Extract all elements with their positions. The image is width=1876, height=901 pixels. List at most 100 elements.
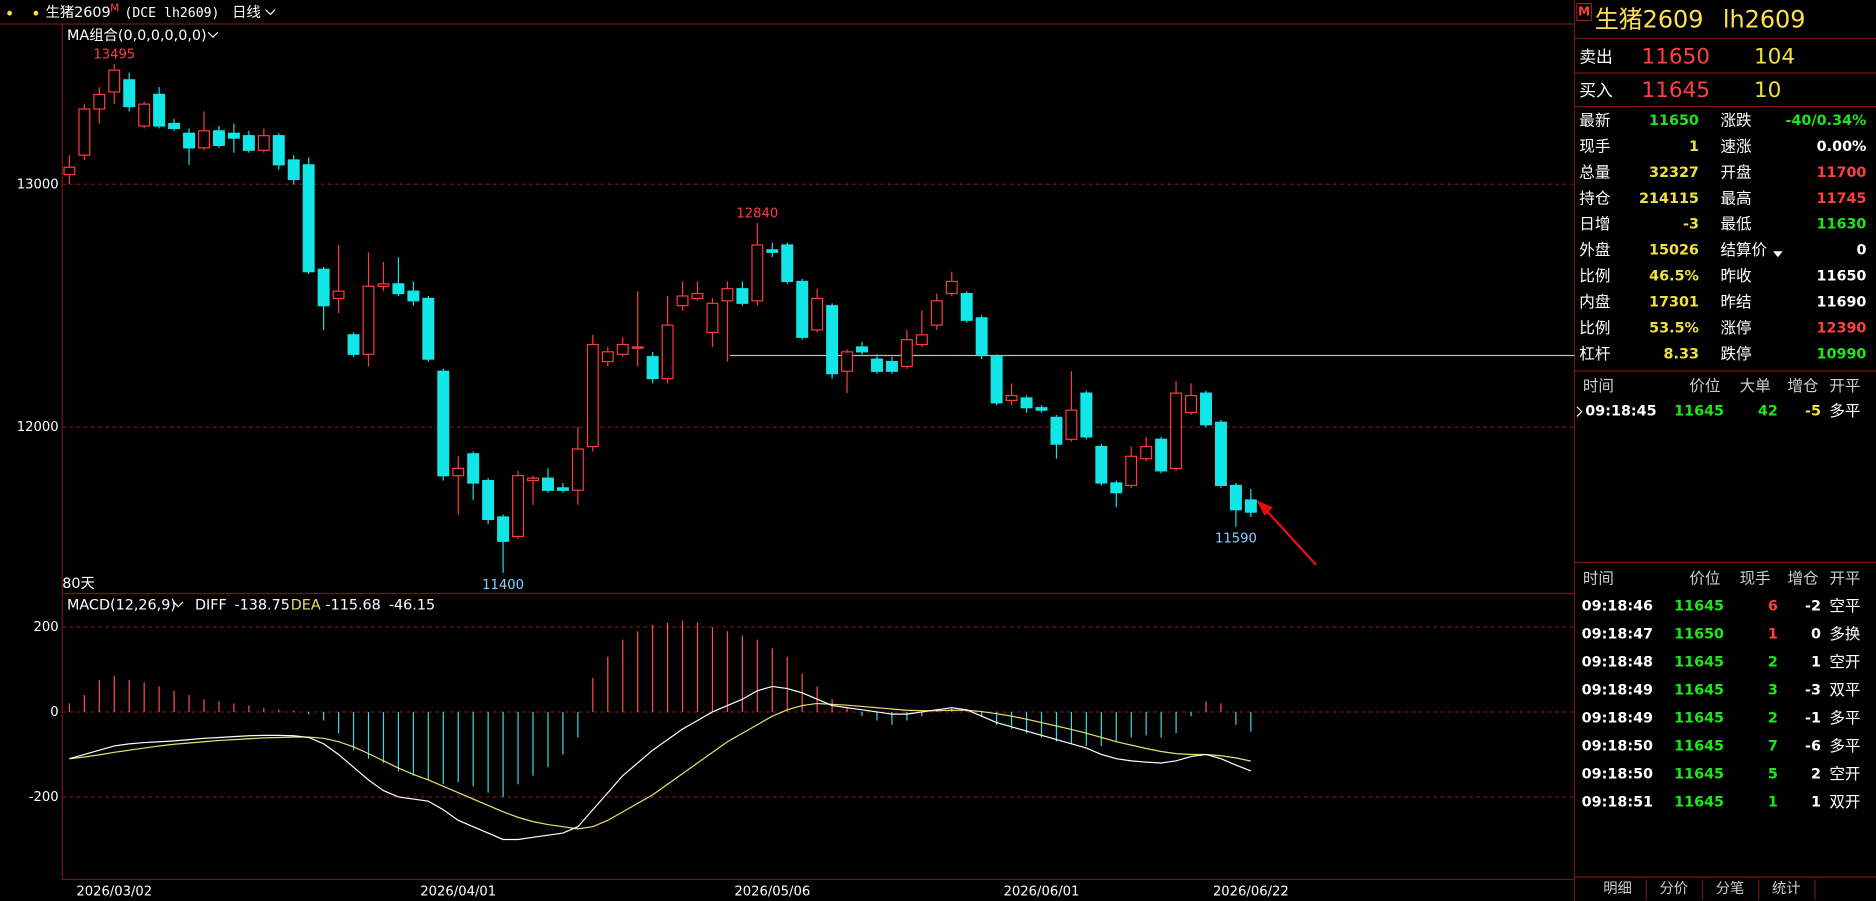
dropdown-icon[interactable] xyxy=(173,601,184,608)
table-cell: 11645 xyxy=(1674,404,1724,420)
column-header: 大单 xyxy=(1740,377,1771,395)
ask-label: 卖出 xyxy=(1579,46,1613,66)
x-tick-label: 2026/06/22 xyxy=(1213,884,1289,899)
candle-body xyxy=(586,343,599,448)
bid-label: 买入 xyxy=(1579,80,1613,100)
x-tick-label: 2026/06/01 xyxy=(1004,884,1080,899)
field-value: 0.00% xyxy=(1817,139,1867,155)
candle-body xyxy=(392,283,405,295)
dropdown-icon[interactable] xyxy=(207,31,219,38)
table-cell: 11645 xyxy=(1674,739,1724,755)
candle-body xyxy=(721,288,734,302)
field-value: 53.5% xyxy=(1649,321,1699,337)
table-cell: 2 xyxy=(1768,655,1778,671)
table-cell: 09:18:50 xyxy=(1582,767,1653,783)
candle-body xyxy=(1020,397,1033,409)
candle-body xyxy=(736,288,749,304)
candle-body xyxy=(1035,407,1048,411)
candle-body xyxy=(527,477,539,482)
candle-body xyxy=(1229,484,1242,511)
candle-body xyxy=(302,164,315,273)
table-cell: 0 xyxy=(1811,627,1821,643)
field-value: 46.5% xyxy=(1649,269,1699,285)
table-cell: 11645 xyxy=(1674,683,1724,699)
header-dot xyxy=(7,10,12,16)
candle-body xyxy=(1050,416,1063,445)
candle-body xyxy=(556,487,569,491)
low-label: 11590 xyxy=(1215,532,1257,547)
candle-body xyxy=(646,356,659,380)
period-select[interactable]: 日线 xyxy=(232,4,261,21)
macd-value: -46.15 xyxy=(389,597,435,613)
candle-body xyxy=(1200,392,1212,426)
field-label: 杠杆 xyxy=(1579,345,1610,363)
candle-body xyxy=(751,244,764,302)
table-cell: -2 xyxy=(1805,599,1821,615)
candle-body xyxy=(482,479,495,521)
table-cell: 5 xyxy=(1768,767,1778,783)
symbol-name[interactable]: 生猪2609 xyxy=(45,4,110,21)
dropdown-icon[interactable] xyxy=(265,9,276,16)
candle-body xyxy=(990,356,1003,404)
candle-body xyxy=(497,516,510,542)
x-tick-label: 2026/03/02 xyxy=(76,884,152,899)
dropdown-icon[interactable] xyxy=(1773,251,1783,258)
field-value: -3 xyxy=(1683,217,1699,233)
candle-body xyxy=(856,346,869,353)
table-cell: 6 xyxy=(1768,599,1778,615)
candle-body xyxy=(571,448,584,491)
candle-body xyxy=(227,132,240,139)
tab[interactable]: 分价 xyxy=(1659,880,1688,897)
indicator-label[interactable]: MA组合(0,0,0,0,0,0) xyxy=(67,27,207,44)
candle-body xyxy=(452,467,465,477)
tab[interactable]: 分笔 xyxy=(1716,880,1745,897)
dea-label: DEA xyxy=(291,597,321,613)
candle-body xyxy=(332,290,345,300)
table-cell: 11645 xyxy=(1674,767,1724,783)
field-label: 外盘 xyxy=(1579,240,1610,259)
flag-box xyxy=(1576,3,1592,21)
field-value: 8.33 xyxy=(1664,347,1699,363)
table-cell: 3 xyxy=(1768,683,1778,699)
field-value: 10990 xyxy=(1817,347,1867,363)
field-value: -40/0.34% xyxy=(1786,113,1867,129)
field-label: 日增 xyxy=(1579,215,1610,233)
table-cell: 7 xyxy=(1768,739,1778,755)
tab[interactable]: 明细 xyxy=(1603,880,1632,897)
candle-body xyxy=(1170,392,1183,470)
candle-body xyxy=(1155,438,1168,472)
field-label: 跌停 xyxy=(1720,345,1751,363)
table-cell: -3 xyxy=(1805,683,1821,699)
range-label: 80天 xyxy=(62,576,95,592)
candle-body xyxy=(1125,455,1138,487)
field-label: 内盘 xyxy=(1579,292,1610,311)
candle-body xyxy=(377,283,390,287)
field-label: 最高 xyxy=(1720,189,1751,207)
field-value: 11630 xyxy=(1817,217,1867,233)
field-label: 比例 xyxy=(1579,267,1610,285)
table-cell: 2 xyxy=(1811,767,1821,783)
table-cell: 2 xyxy=(1768,711,1778,727)
tab[interactable]: 统计 xyxy=(1772,880,1801,897)
dea-value: -115.68 xyxy=(325,597,380,613)
field-value: 11745 xyxy=(1817,191,1867,207)
header-dot xyxy=(33,10,39,16)
field-label: 速涨 xyxy=(1720,137,1752,155)
candle-body xyxy=(108,69,121,93)
column-header: 开平 xyxy=(1829,570,1860,588)
candle-body xyxy=(541,477,554,491)
macd-label[interactable]: MACD(12,26,9) xyxy=(67,597,176,613)
candle-body xyxy=(242,135,255,151)
bid-price: 11645 xyxy=(1642,78,1710,103)
column-header: 现手 xyxy=(1740,570,1771,588)
table-cell: 1 xyxy=(1768,795,1778,811)
quote-name: 生猪2609 xyxy=(1595,5,1704,33)
candle-body xyxy=(661,324,674,380)
candle-body xyxy=(885,360,898,372)
candle-body xyxy=(601,351,614,363)
annotation-arrowhead xyxy=(1256,500,1273,516)
field-value: 12390 xyxy=(1817,321,1867,337)
table-cell: 多平 xyxy=(1829,709,1860,727)
field-label: 总量 xyxy=(1579,163,1610,181)
